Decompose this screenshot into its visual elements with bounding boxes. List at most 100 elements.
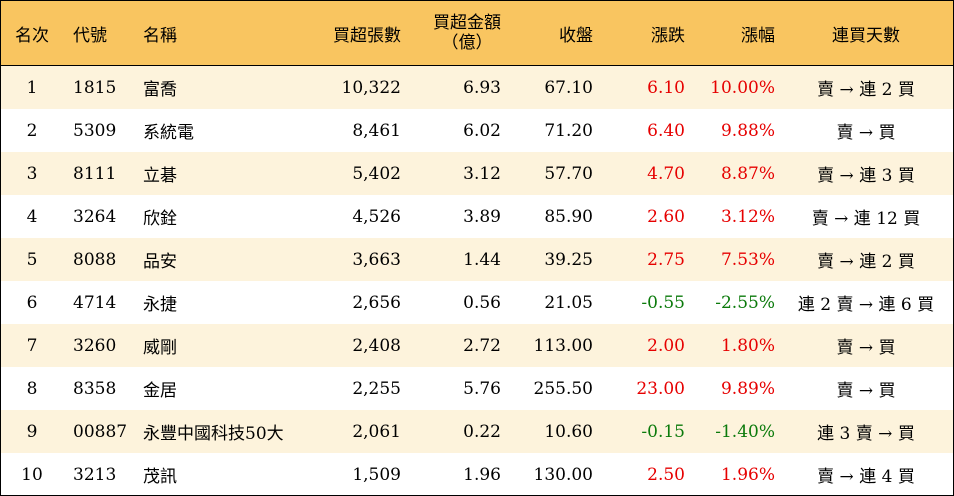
cell-code: 8111 bbox=[73, 163, 117, 184]
cell-pct: 9.89% bbox=[720, 378, 775, 399]
cell-volume: 8,461 bbox=[352, 120, 401, 141]
cell-amount: 1.96 bbox=[463, 464, 501, 485]
cell-amount: 2.72 bbox=[463, 335, 501, 356]
cell-name: 永豐中國科技50大 bbox=[143, 424, 284, 444]
cell-volume: 2,061 bbox=[352, 421, 401, 442]
cell-amount: 5.76 bbox=[463, 378, 501, 399]
table-row: 5 8088 品安 3,663 1.44 39.25 2.75 7.53% 賣 → 連 2 買 bbox=[1, 238, 953, 281]
table-row: 7 3260 威剛 2,408 2.72 113.00 2.00 1.80% 賣 → 買 bbox=[1, 324, 953, 367]
header-rank: 名次 bbox=[15, 25, 49, 46]
cell-close: 57.70 bbox=[544, 163, 593, 184]
cell-rank: 3 bbox=[26, 163, 38, 184]
cell-streak: 賣 → 買 bbox=[836, 338, 896, 358]
header-amount-line2: （億） bbox=[441, 33, 493, 53]
cell-pct: -1.40% bbox=[715, 421, 775, 442]
cell-rank: 5 bbox=[26, 249, 38, 270]
cell-rank: 2 bbox=[26, 120, 38, 141]
header-pct: 漲幅 bbox=[741, 25, 775, 46]
cell-name: 系統電 bbox=[143, 123, 194, 143]
cell-change: 2.60 bbox=[647, 206, 685, 227]
cell-name: 金居 bbox=[143, 381, 177, 401]
cell-volume: 4,526 bbox=[352, 206, 401, 227]
cell-amount: 0.56 bbox=[463, 292, 501, 313]
header-name: 名稱 bbox=[143, 25, 177, 46]
cell-amount: 0.22 bbox=[463, 421, 501, 442]
cell-pct: 7.53% bbox=[720, 249, 775, 270]
cell-close: 67.10 bbox=[544, 77, 593, 98]
cell-change: -0.15 bbox=[641, 421, 685, 442]
cell-name: 威剛 bbox=[143, 338, 177, 358]
cell-name: 永捷 bbox=[143, 295, 177, 315]
table-row: 8 8358 金居 2,255 5.76 255.50 23.00 9.89% 賣 → 買 bbox=[1, 367, 953, 410]
cell-close: 21.05 bbox=[544, 292, 593, 313]
table-row: 2 5309 系統電 8,461 6.02 71.20 6.40 9.88% 賣 → 買 bbox=[1, 109, 953, 152]
cell-close: 255.50 bbox=[533, 378, 593, 399]
table-row: 9 00887 永豐中國科技50大 2,061 0.22 10.60 -0.15 -1.40%… bbox=[1, 410, 953, 453]
cell-change: 2.50 bbox=[647, 464, 685, 485]
header-amount-line1: 買超金額 bbox=[433, 13, 501, 33]
table-row: 1 1815 富喬 10,322 6.93 67.10 6.10 10.00% 賣 → 連 2 … bbox=[1, 66, 953, 109]
cell-amount: 3.89 bbox=[463, 206, 501, 227]
cell-rank: 10 bbox=[21, 464, 43, 485]
header-streak: 連買天數 bbox=[832, 25, 900, 46]
cell-volume: 1,509 bbox=[352, 464, 401, 485]
cell-volume: 5,402 bbox=[352, 163, 401, 184]
cell-streak: 賣 → 買 bbox=[836, 381, 896, 401]
cell-pct: 1.80% bbox=[720, 335, 775, 356]
cell-close: 130.00 bbox=[533, 464, 593, 485]
cell-volume: 2,656 bbox=[352, 292, 401, 313]
cell-rank: 4 bbox=[26, 206, 38, 227]
cell-volume: 10,322 bbox=[341, 77, 401, 98]
cell-code: 8358 bbox=[73, 378, 117, 399]
table-row: 6 4714 永捷 2,656 0.56 21.05 -0.55 -2.55% 連 2 賣 → … bbox=[1, 281, 953, 324]
cell-streak: 連 3 賣 → 買 bbox=[817, 424, 915, 444]
cell-pct: 8.87% bbox=[720, 163, 775, 184]
cell-change: 6.10 bbox=[647, 77, 685, 98]
cell-name: 茂訊 bbox=[143, 467, 177, 487]
cell-volume: 2,408 bbox=[352, 335, 401, 356]
cell-amount: 6.02 bbox=[463, 120, 501, 141]
cell-code: 3260 bbox=[73, 335, 117, 356]
cell-rank: 1 bbox=[26, 77, 38, 98]
header-volume: 買超張數 bbox=[333, 25, 401, 46]
cell-volume: 3,663 bbox=[352, 249, 401, 270]
cell-change: 2.00 bbox=[647, 335, 685, 356]
cell-change: 4.70 bbox=[647, 163, 685, 184]
cell-pct: -2.55% bbox=[715, 292, 775, 313]
cell-pct: 10.00% bbox=[710, 77, 775, 98]
cell-streak: 賣 → 連 12 買 bbox=[811, 209, 921, 229]
cell-change: -0.55 bbox=[641, 292, 685, 313]
cell-streak: 賣 → 買 bbox=[836, 123, 896, 143]
cell-streak: 連 2 賣 → 連 6 買 bbox=[797, 295, 935, 315]
cell-rank: 7 bbox=[26, 335, 38, 356]
cell-close: 10.60 bbox=[544, 421, 593, 442]
cell-streak: 賣 → 連 2 買 bbox=[817, 252, 915, 272]
cell-streak: 賣 → 連 2 買 bbox=[817, 80, 915, 100]
header-code: 代號 bbox=[73, 25, 107, 46]
cell-amount: 1.44 bbox=[463, 249, 501, 270]
cell-streak: 賣 → 連 4 買 bbox=[817, 467, 915, 487]
cell-code: 3264 bbox=[73, 206, 117, 227]
cell-change: 23.00 bbox=[636, 378, 685, 399]
cell-close: 39.25 bbox=[544, 249, 593, 270]
cell-code: 8088 bbox=[73, 249, 117, 270]
table-row: 3 8111 立碁 5,402 3.12 57.70 4.70 8.87% 賣 → 連 3 買 bbox=[1, 152, 953, 195]
header-change: 漲跌 bbox=[651, 25, 685, 46]
cell-streak: 賣 → 連 3 買 bbox=[817, 166, 915, 186]
cell-change: 2.75 bbox=[647, 249, 685, 270]
cell-pct: 9.88% bbox=[720, 120, 775, 141]
cell-close: 113.00 bbox=[533, 335, 593, 356]
cell-amount: 3.12 bbox=[463, 163, 501, 184]
cell-amount: 6.93 bbox=[463, 77, 501, 98]
header-amount: 買超金額 （億） bbox=[411, 1, 501, 65]
cell-pct: 1.96% bbox=[720, 464, 775, 485]
cell-close: 71.20 bbox=[544, 120, 593, 141]
cell-change: 6.40 bbox=[647, 120, 685, 141]
cell-code: 4714 bbox=[73, 292, 117, 313]
cell-code: 5309 bbox=[73, 120, 117, 141]
cell-name: 品安 bbox=[143, 252, 177, 272]
cell-name: 富喬 bbox=[143, 80, 177, 100]
cell-rank: 8 bbox=[26, 378, 38, 399]
cell-rank: 6 bbox=[26, 292, 38, 313]
